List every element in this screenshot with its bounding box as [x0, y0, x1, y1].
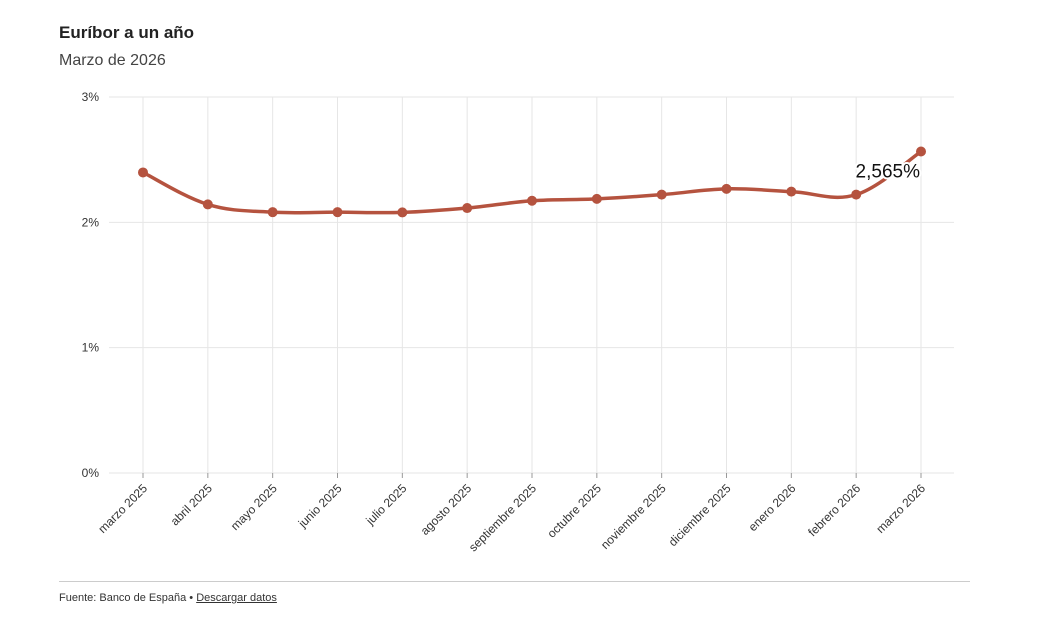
x-tick-label: enero 2026	[746, 481, 799, 534]
x-tick-label: marzo 2026	[873, 481, 928, 536]
x-tick-label: octubre 2025	[545, 481, 605, 541]
chart-title: Euríbor a un año	[59, 23, 195, 42]
data-point[interactable]	[138, 167, 148, 178]
x-tick-label: septiembre 2025	[466, 481, 539, 554]
chart-subtitle: Marzo de 2026	[59, 52, 166, 69]
data-point[interactable]	[656, 189, 667, 200]
footer: Fuente: Banco de España • Descargar dato…	[59, 592, 277, 604]
value-annotation: 2,565%	[856, 162, 921, 183]
data-point[interactable]	[786, 186, 797, 197]
data-point[interactable]	[591, 193, 602, 204]
x-axis-ticks: marzo 2025 abril 2025 mayo 2025 junio 2025 j…	[95, 473, 928, 554]
x-tick-label: julio 2025	[363, 481, 410, 528]
line-chart: 0% 1% 2% 3% marzo 2025 abril 2025 mayo 2025 ju…	[82, 90, 954, 554]
x-tick-label: noviembre 2025	[598, 481, 669, 552]
data-point[interactable]	[332, 207, 343, 218]
x-tick-label: marzo 2025	[95, 481, 150, 536]
data-point[interactable]	[721, 183, 732, 194]
y-tick-label: 2%	[82, 215, 100, 229]
x-tick-label: abril 2025	[168, 481, 215, 528]
x-tick-label: junio 2025	[295, 481, 345, 531]
source-label: Fuente: Banco de España •	[59, 592, 194, 604]
y-axis-ticks: 0% 1% 2% 3%	[82, 90, 100, 480]
data-point[interactable]	[527, 195, 537, 206]
data-point[interactable]	[202, 199, 213, 210]
data-point[interactable]	[397, 207, 408, 218]
data-point[interactable]	[462, 203, 473, 214]
x-tick-label: agosto 2025	[418, 481, 475, 538]
series	[138, 146, 926, 218]
x-tick-label: diciembre 2025	[666, 481, 734, 549]
x-tick-label: febrero 2026	[805, 481, 863, 539]
grid-lines	[109, 96, 954, 474]
x-tick-label: mayo 2025	[228, 481, 280, 533]
data-point[interactable]	[851, 189, 862, 200]
data-point[interactable]	[267, 207, 278, 218]
y-tick-label: 3%	[82, 90, 100, 104]
y-tick-label: 0%	[82, 466, 100, 480]
footer-divider	[59, 581, 970, 582]
data-point[interactable]	[916, 146, 926, 157]
download-data-link[interactable]: Descargar datos	[196, 592, 277, 604]
y-tick-label: 1%	[82, 341, 100, 355]
annotations: 2,565%	[854, 160, 923, 185]
